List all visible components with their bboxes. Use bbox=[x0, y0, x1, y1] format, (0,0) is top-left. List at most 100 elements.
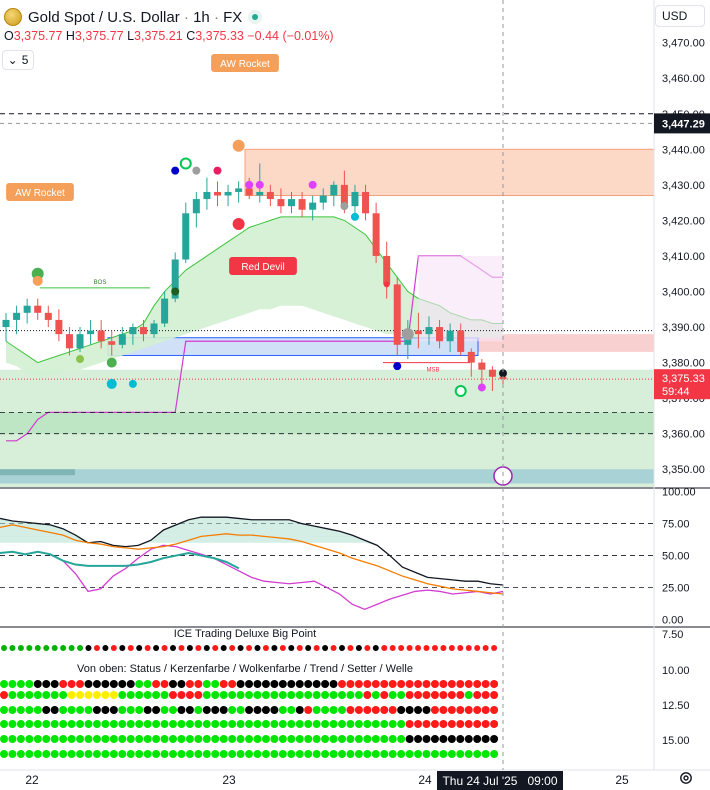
signal-dot bbox=[464, 750, 473, 758]
signal-dot bbox=[118, 680, 127, 688]
signal-dot bbox=[101, 691, 110, 699]
signal-dot bbox=[25, 750, 34, 758]
signal-dot bbox=[177, 691, 186, 699]
signal-dot bbox=[194, 691, 203, 699]
candle-body bbox=[457, 330, 465, 352]
signal-dot bbox=[194, 720, 203, 728]
signal-dot bbox=[397, 706, 406, 714]
signal-dot bbox=[84, 706, 93, 714]
signal-dot bbox=[304, 750, 313, 758]
signal-dot bbox=[405, 720, 414, 728]
signal-dot bbox=[228, 691, 237, 699]
signal-dot bbox=[270, 720, 279, 728]
price-pane[interactable]: AW Rocket AW Rocket Red Devil BOS MSB bbox=[0, 0, 710, 771]
signal-dot bbox=[363, 735, 372, 743]
gold-coin-icon bbox=[4, 8, 22, 26]
signal-dot bbox=[118, 706, 127, 714]
status-dot bbox=[423, 645, 430, 651]
candle-body bbox=[436, 327, 444, 342]
signal-dot bbox=[354, 706, 363, 714]
candle-body bbox=[362, 191, 370, 214]
candle-body bbox=[414, 330, 422, 335]
symbol-title[interactable]: Gold Spot / U.S. Dollar · 1h · FX bbox=[28, 8, 243, 26]
dots-pane[interactable]: ICE Trading Deluxe Big Point Von oben: St… bbox=[0, 628, 499, 758]
settings-gear-icon[interactable] bbox=[678, 770, 694, 786]
signal-dot bbox=[354, 735, 363, 743]
cloud-fill bbox=[6, 216, 503, 377]
signal-dot bbox=[405, 706, 414, 714]
signal-dot bbox=[261, 735, 270, 743]
status-dot bbox=[271, 645, 278, 651]
signal-dot bbox=[92, 706, 101, 714]
osc-fill bbox=[0, 517, 503, 586]
status-dot bbox=[491, 645, 498, 651]
price-axis[interactable]: 3,350.003,360.003,370.003,380.003,390.00… bbox=[25, 38, 710, 787]
signal-dot bbox=[245, 735, 254, 743]
price-tick: 3,380.00 bbox=[662, 358, 705, 370]
grey-dot bbox=[340, 202, 349, 211]
status-dot bbox=[339, 645, 345, 651]
signal-dot bbox=[84, 720, 93, 728]
signal-dot bbox=[245, 706, 254, 714]
signal-dot bbox=[414, 735, 423, 743]
signal-dot bbox=[0, 735, 8, 743]
candle-body bbox=[351, 191, 359, 207]
symbol-header[interactable]: Gold Spot / U.S. Dollar · 1h · FX bbox=[4, 6, 263, 28]
blue-dot bbox=[171, 166, 180, 175]
signal-dot bbox=[473, 720, 482, 728]
signal-dot bbox=[33, 735, 42, 743]
signal-dot bbox=[278, 720, 287, 728]
status-dot bbox=[288, 645, 295, 651]
signal-dot bbox=[414, 691, 423, 699]
dots-tick: 7.50 bbox=[662, 629, 683, 641]
signal-dot bbox=[295, 691, 304, 699]
signal-dot bbox=[447, 680, 456, 688]
status-dot bbox=[102, 645, 109, 651]
signal-dot bbox=[380, 735, 389, 743]
signal-dot bbox=[76, 680, 85, 688]
signal-dot bbox=[371, 680, 380, 688]
signal-dot bbox=[354, 680, 363, 688]
signal-dot bbox=[253, 750, 262, 758]
status-dot bbox=[431, 645, 438, 651]
signal-dot bbox=[388, 750, 397, 758]
last-price: 3,375.33 bbox=[662, 373, 705, 385]
signal-dot bbox=[33, 680, 42, 688]
currency-select[interactable]: USD bbox=[655, 5, 705, 27]
signal-dot bbox=[481, 750, 490, 758]
signal-dot bbox=[202, 706, 211, 714]
signal-dot bbox=[346, 680, 355, 688]
status-dot bbox=[305, 645, 312, 651]
green-signal-dot bbox=[31, 267, 44, 280]
green-dot bbox=[106, 357, 117, 368]
signal-dot bbox=[202, 735, 211, 743]
signal-dot bbox=[304, 720, 313, 728]
signal-dot bbox=[0, 706, 8, 714]
candle-body bbox=[87, 330, 95, 335]
signal-dot bbox=[33, 720, 42, 728]
signal-dot bbox=[278, 750, 287, 758]
aw-rocket-label: AW Rocket bbox=[211, 54, 279, 72]
signal-dot bbox=[50, 691, 59, 699]
signal-dot bbox=[430, 720, 439, 728]
indicator-count: 5 bbox=[21, 53, 29, 67]
status-dot bbox=[1, 645, 7, 651]
indicators-collapse-button[interactable]: ⌄ 5 bbox=[2, 50, 34, 70]
signal-dot bbox=[464, 735, 473, 743]
status-dot bbox=[330, 645, 337, 651]
aw-rocket-label: AW Rocket bbox=[6, 183, 74, 201]
market-open-icon[interactable] bbox=[248, 10, 263, 24]
signal-dot bbox=[363, 750, 372, 758]
oscillator-pane[interactable] bbox=[0, 516, 654, 611]
orange-dot bbox=[232, 139, 245, 152]
signal-dot bbox=[92, 720, 101, 728]
black-dot bbox=[499, 369, 507, 378]
signal-dot bbox=[228, 750, 237, 758]
signal-dot bbox=[388, 735, 397, 743]
signal-dot bbox=[194, 750, 203, 758]
crosshair-time: 09:00 bbox=[527, 773, 558, 788]
candle-body bbox=[256, 191, 264, 196]
green-ring bbox=[179, 157, 192, 170]
dark-green-dot bbox=[171, 287, 180, 296]
